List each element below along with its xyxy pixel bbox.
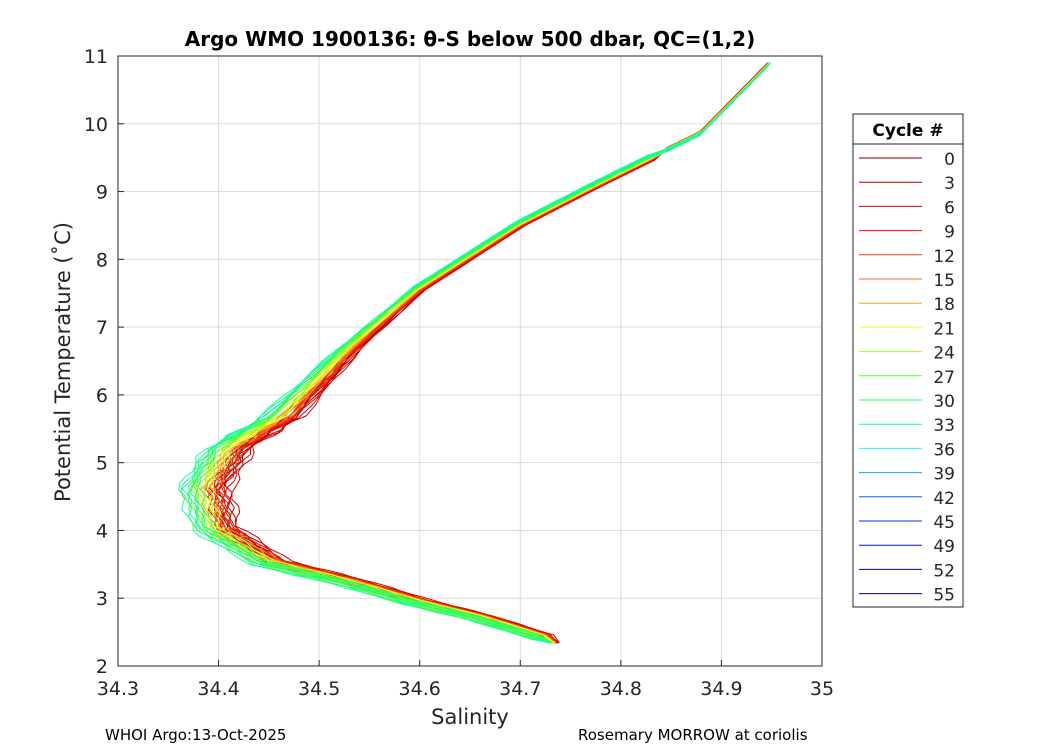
profile-cycle-15 bbox=[213, 62, 770, 644]
legend-label: 21 bbox=[933, 319, 955, 339]
chart-title: Argo WMO 1900136: θ-S below 500 dbar, QC… bbox=[185, 27, 755, 51]
legend-label: 39 bbox=[933, 465, 955, 485]
legend-label: 30 bbox=[933, 392, 955, 412]
legend-label: 36 bbox=[933, 440, 955, 460]
legend-label: 52 bbox=[933, 561, 955, 581]
legend-label: 24 bbox=[933, 344, 955, 364]
profile-cycle-9 bbox=[213, 66, 766, 644]
y-tick-label: 2 bbox=[96, 656, 108, 678]
profile-cycle-0 bbox=[205, 66, 766, 644]
profile-cycle-12 bbox=[214, 64, 768, 644]
y-tick-label: 3 bbox=[96, 588, 108, 610]
plot-frame bbox=[117, 55, 823, 667]
profile-cycle-27 bbox=[194, 64, 769, 644]
y-tick-label: 6 bbox=[96, 385, 108, 407]
profile-cycle-18 bbox=[205, 64, 768, 644]
y-tick-label: 7 bbox=[96, 317, 108, 339]
profile-cycle-33 bbox=[180, 64, 770, 644]
profile-cycle-21 bbox=[196, 66, 767, 644]
legend-label: 33 bbox=[933, 416, 955, 436]
x-tick-label: 35 bbox=[810, 678, 834, 700]
profile-cycle-3 bbox=[224, 62, 769, 644]
legend-label: 9 bbox=[944, 223, 955, 243]
x-tick-label: 34.3 bbox=[97, 678, 139, 700]
legend-label: 49 bbox=[933, 537, 955, 557]
y-tick-label: 5 bbox=[96, 453, 108, 475]
profile-cycle-21 bbox=[209, 62, 770, 644]
footer-date: WHOI Argo:13-Oct-2025 bbox=[105, 726, 287, 744]
x-tick-label: 34.5 bbox=[298, 678, 340, 700]
profile-cycle-9 bbox=[219, 62, 769, 644]
legend-label: 0 bbox=[944, 150, 955, 170]
x-tick-label: 34.4 bbox=[197, 678, 239, 700]
legend-label: 18 bbox=[933, 295, 955, 315]
legend-label: 27 bbox=[933, 368, 955, 388]
legend-label: 6 bbox=[944, 198, 955, 218]
x-tick-label: 34.7 bbox=[499, 678, 541, 700]
legend-label: 55 bbox=[933, 586, 955, 606]
profile-cycle-30 bbox=[193, 62, 771, 644]
y-tick-label: 8 bbox=[96, 249, 108, 271]
y-axis-label: Potential Temperature (˚C) bbox=[51, 222, 75, 502]
profile-cycle-12 bbox=[221, 62, 769, 644]
legend-label: 15 bbox=[933, 271, 955, 291]
legend-label: 12 bbox=[933, 247, 955, 267]
profile-cycle-27 bbox=[195, 62, 771, 644]
profile-cycle-0 bbox=[208, 64, 768, 644]
legend-label: 45 bbox=[933, 513, 955, 533]
legend-label: 42 bbox=[933, 489, 955, 509]
profile-cycle-24 bbox=[201, 62, 771, 644]
profile-cycle-15 bbox=[207, 64, 768, 644]
y-tick-label: 4 bbox=[96, 520, 108, 542]
profile-cycle-6 bbox=[231, 62, 769, 644]
x-axis-label: Salinity bbox=[431, 705, 509, 729]
profile-cycle-6 bbox=[217, 66, 765, 644]
profile-cycle-33 bbox=[178, 66, 768, 644]
profile-cycle-3 bbox=[220, 64, 767, 644]
profile-cycle-12 bbox=[207, 66, 766, 644]
profile-cycle-9 bbox=[214, 64, 768, 644]
y-tick-label: 9 bbox=[96, 182, 108, 204]
profile-cycle-6 bbox=[223, 64, 767, 644]
profile-cycle-33 bbox=[187, 62, 772, 644]
legend-title: Cycle # bbox=[872, 121, 943, 141]
profile-cycle-21 bbox=[203, 64, 769, 644]
profile-cycle-3 bbox=[214, 66, 766, 644]
x-tick-label: 34.6 bbox=[399, 678, 441, 700]
x-tick-label: 34.9 bbox=[700, 678, 742, 700]
profile-cycle-24 bbox=[194, 64, 769, 644]
profile-cycle-18 bbox=[208, 62, 770, 644]
legend: Cycle # 03691215182124273033363942454952… bbox=[852, 113, 964, 608]
profile-cycle-30 bbox=[186, 64, 770, 644]
y-tick-label: 10 bbox=[84, 114, 108, 136]
y-tick-label: 11 bbox=[84, 46, 108, 68]
x-tick-label: 34.8 bbox=[600, 678, 642, 700]
profile-cycle-0 bbox=[216, 62, 770, 644]
legend-label: 3 bbox=[944, 174, 955, 194]
footer-operator: Rosemary MORROW at coriolis bbox=[578, 726, 808, 744]
